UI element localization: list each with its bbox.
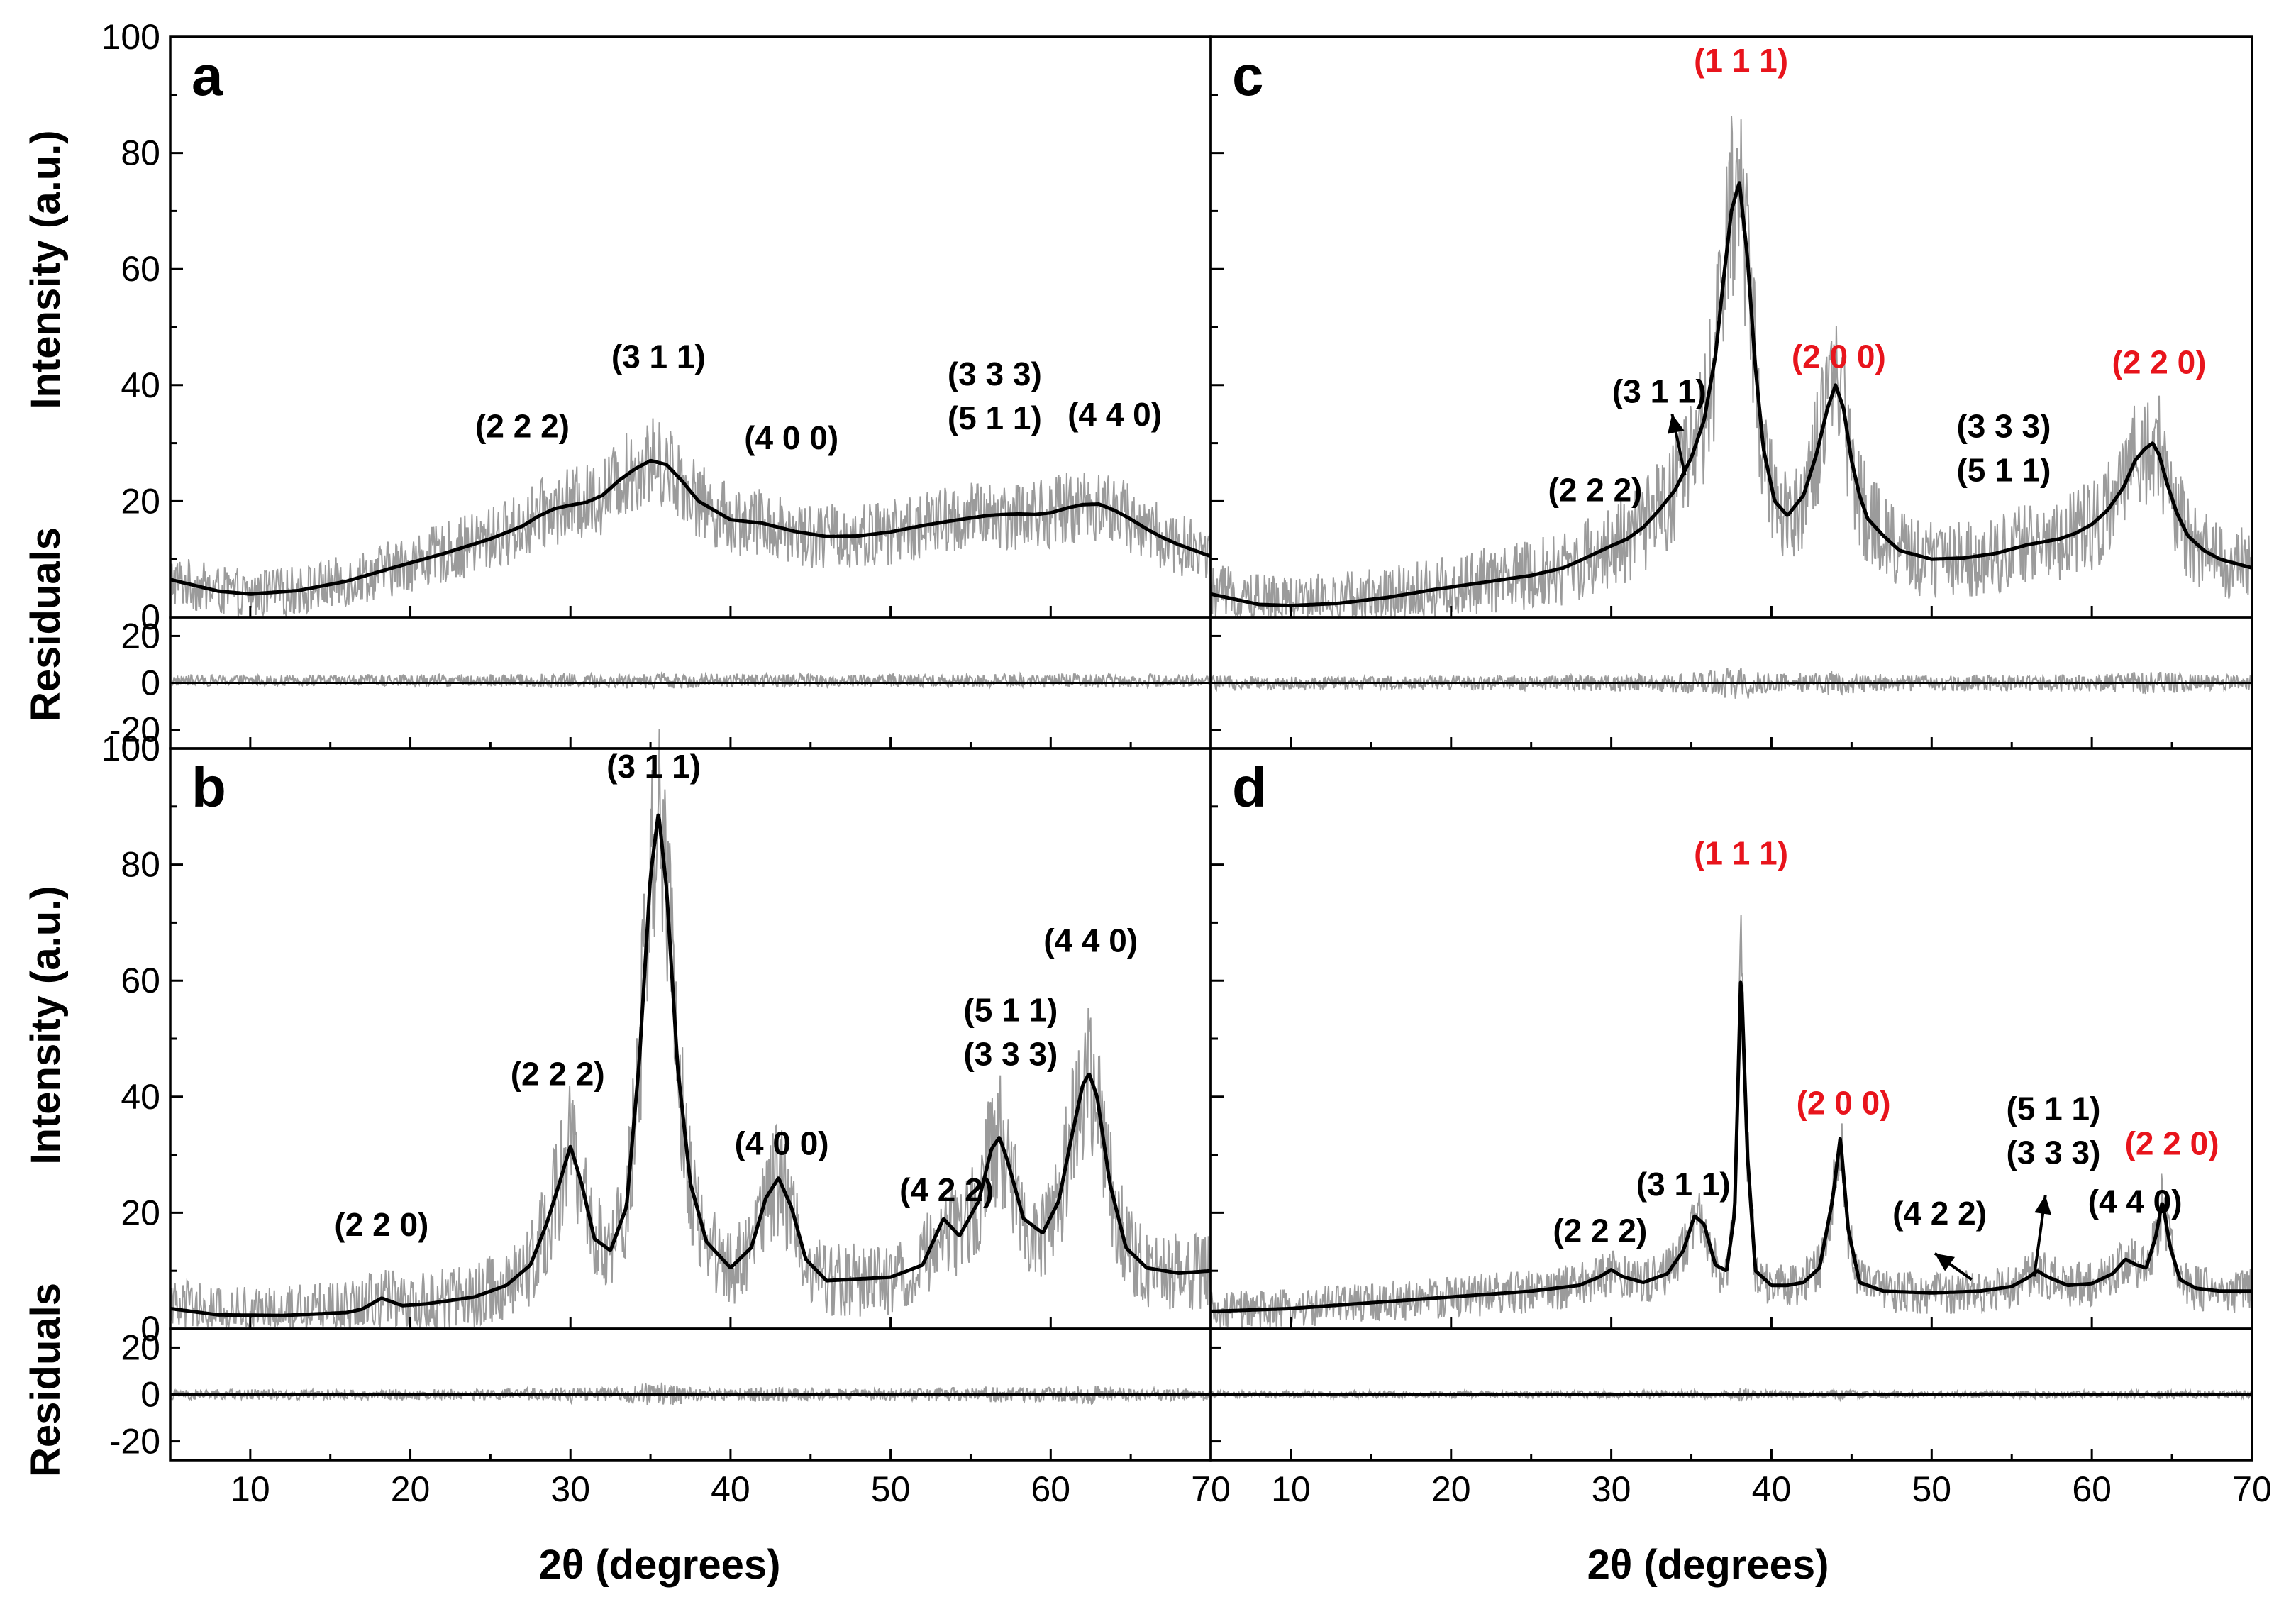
y-tick-label-b: 60 (121, 961, 160, 1000)
x-axis-title-left: 2θ (degrees) (539, 1542, 781, 1588)
peak-label-b: (4 2 2) (899, 1171, 994, 1208)
peak-label-b: (5 1 1) (963, 991, 1058, 1028)
y-axis-title-intensity-bottom: Intensity (a.u.) (23, 885, 69, 1164)
x-tick-label-b: 40 (711, 1469, 750, 1509)
peak-label-d: (2 0 0) (1797, 1084, 1891, 1121)
residual-trace-b (170, 1382, 1211, 1405)
observed-layer (170, 116, 2253, 1405)
observed-trace-a (170, 418, 1211, 617)
y-tick-label-a: 80 (121, 133, 160, 173)
y-axis-title-residuals-bottom: Residuals (23, 1283, 69, 1477)
annotation-arrowhead-d (2034, 1195, 2051, 1215)
peak-label-d: (5 1 1) (2006, 1090, 2100, 1127)
panel-letter-c: c (1232, 44, 1264, 107)
x-tick-label-d: 10 (1271, 1469, 1311, 1509)
peak-label-c: (2 2 0) (2112, 343, 2207, 380)
x-tick-label-d: 50 (1912, 1469, 1951, 1509)
peak-label-c: (1 1 1) (1694, 42, 1788, 79)
y-tick-label-b: 40 (121, 1077, 160, 1117)
peak-label-c: (2 0 0) (1792, 338, 1886, 375)
x-tick-label-d: 40 (1752, 1469, 1792, 1509)
peak-label-b: (2 2 0) (334, 1206, 428, 1243)
x-tick-label-d: 30 (1592, 1469, 1631, 1509)
fit-curve-c (1210, 181, 2253, 608)
residual-tick-label-b: 0 (140, 1375, 160, 1415)
x-tick-label-b: 70 (1191, 1469, 1231, 1509)
annotation-arrowhead-c (1668, 414, 1685, 434)
residual-tick-label-b: 20 (121, 1327, 160, 1367)
axes-layer (169, 35, 2253, 1462)
peak-label-b: (4 4 0) (1043, 922, 1138, 959)
y-tick-label-a: 20 (121, 481, 160, 521)
peak-label-a: (4 4 0) (1067, 396, 1162, 433)
observed-trace-c (1210, 116, 2253, 619)
peak-label-a: (3 3 3) (948, 355, 1042, 392)
residual-trace-a (170, 671, 1211, 690)
peak-label-d: (3 1 1) (1636, 1166, 1731, 1203)
annotation-arrowhead-d (1934, 1253, 1955, 1271)
peak-label-b: (3 3 3) (963, 1035, 1058, 1072)
x-tick-label-b: 50 (871, 1469, 911, 1509)
peak-label-d: (4 2 2) (1892, 1195, 1987, 1232)
y-tick-label-a: 100 (101, 17, 160, 57)
y-tick-label-b: 100 (101, 729, 160, 768)
observed-trace-d (1210, 915, 2253, 1329)
fit-curve-d (1210, 980, 2253, 1313)
y-tick-label-b: 0 (140, 1309, 160, 1349)
y-tick-label-a: 60 (121, 249, 160, 289)
fit-layer (170, 181, 2253, 1396)
observed-trace-b (170, 729, 1211, 1330)
x-tick-label-b: 20 (391, 1469, 431, 1509)
x-tick-label-d: 60 (2072, 1469, 2112, 1509)
x-tick-label-d: 70 (2232, 1469, 2272, 1509)
peak-label-d: (4 4 0) (2088, 1183, 2183, 1220)
residual-tick-label-a: -20 (109, 710, 160, 750)
x-tick-label-b: 60 (1031, 1469, 1070, 1509)
x-tick-label-b: 10 (231, 1469, 270, 1509)
y-tick-label-a: 0 (140, 597, 160, 637)
peak-label-d: (1 1 1) (1694, 835, 1788, 872)
peak-label-a: (4 0 0) (744, 419, 838, 456)
y-axis-title-intensity-top: Intensity (a.u.) (23, 130, 69, 409)
y-tick-label-b: 20 (121, 1193, 160, 1232)
fit-curve-b (170, 813, 1211, 1317)
residual-tick-label-a: 20 (121, 616, 160, 656)
peak-label-d: (2 2 2) (1553, 1212, 1647, 1249)
peak-label-c: (3 1 1) (1612, 372, 1707, 409)
peak-label-d: (2 2 0) (2125, 1125, 2219, 1162)
residual-tick-label-a: 0 (140, 663, 160, 703)
x-axis-title-right: 2θ (degrees) (1587, 1542, 1829, 1588)
x-tick-label-b: 30 (550, 1469, 590, 1509)
peak-label-b: (2 2 2) (511, 1055, 605, 1092)
y-tick-label-b: 80 (121, 845, 160, 885)
panel-letter-a: a (192, 44, 223, 107)
peak-label-d: (3 3 3) (2006, 1134, 2100, 1171)
y-axis-title-residuals-top: Residuals (23, 527, 69, 722)
x-tick-label-d: 20 (1431, 1469, 1471, 1509)
peak-label-a: (2 2 2) (475, 407, 570, 444)
residual-trace-c (1210, 668, 2253, 699)
y-tick-label-a: 40 (121, 365, 160, 405)
peak-label-c: (2 2 2) (1548, 471, 1643, 508)
peak-label-c: (5 1 1) (1956, 451, 2051, 488)
peak-label-b: (3 1 1) (606, 748, 701, 785)
peak-label-a: (3 1 1) (611, 338, 706, 375)
residual-tick-label-b: -20 (109, 1422, 160, 1462)
panel-letter-b: b (192, 756, 226, 819)
peak-label-c: (3 3 3) (1956, 407, 2051, 444)
peak-label-b: (4 0 0) (735, 1125, 829, 1162)
fit-curve-a (170, 458, 1211, 596)
panel-letter-d: d (1232, 756, 1267, 819)
peak-label-a: (5 1 1) (948, 399, 1042, 436)
